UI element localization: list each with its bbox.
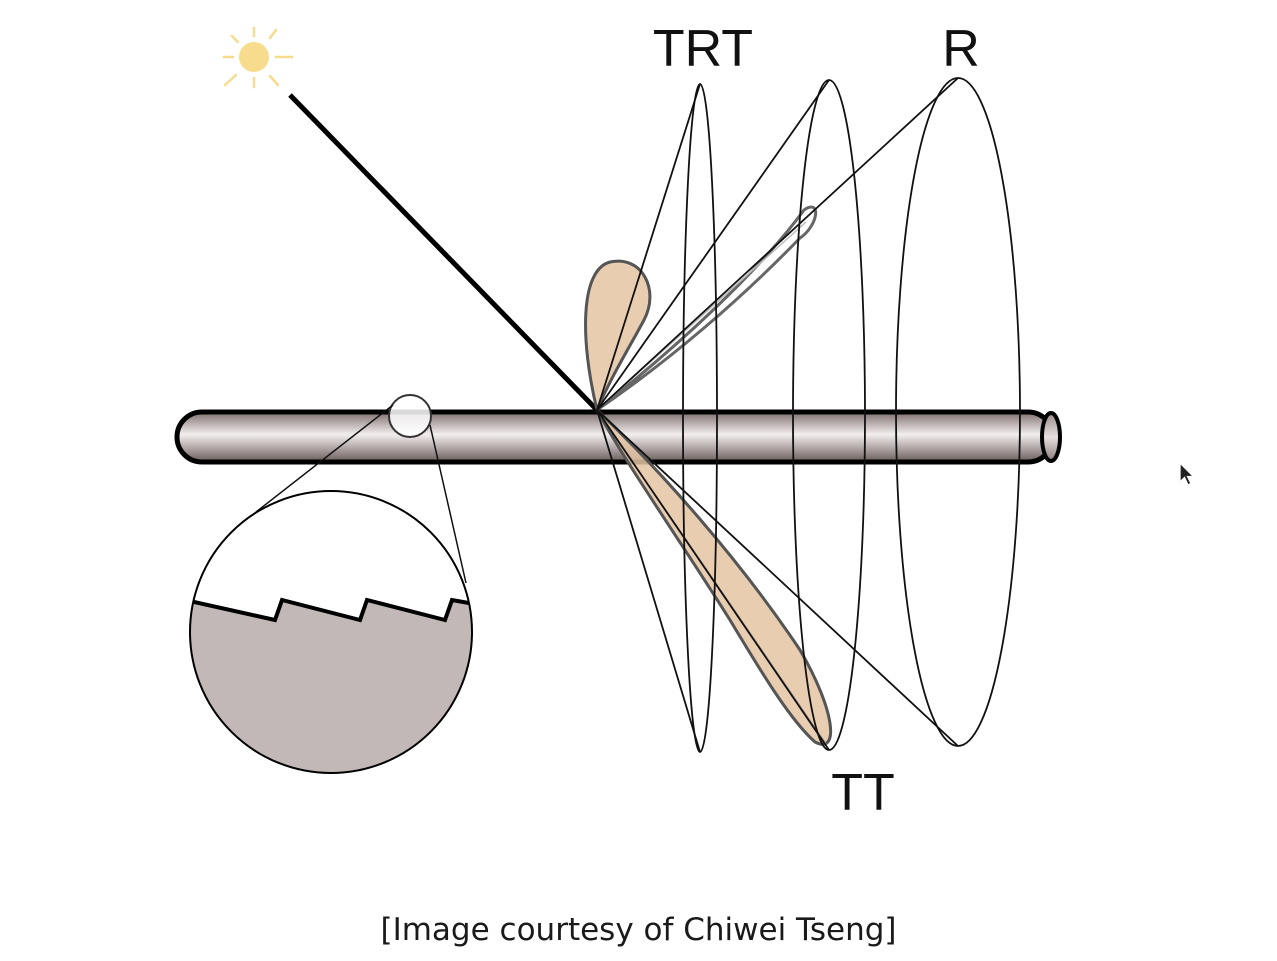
sun-icon bbox=[222, 26, 294, 89]
cuticle-magnifier bbox=[189, 490, 473, 774]
label-tt: TT bbox=[831, 764, 895, 822]
trt-lobe bbox=[584, 259, 652, 415]
label-r: R bbox=[942, 20, 980, 78]
tt-cone bbox=[596, 79, 866, 751]
magnifier-connectors bbox=[255, 404, 467, 584]
trt-cone bbox=[596, 83, 718, 753]
r-cone bbox=[596, 77, 1021, 747]
label-trt: TRT bbox=[653, 20, 753, 78]
r-lobe bbox=[596, 205, 818, 412]
image-caption: [Image courtesy of Chiwei Tseng] bbox=[380, 912, 897, 948]
incident-ray bbox=[288, 93, 599, 412]
tt-lobe bbox=[595, 408, 833, 746]
magnified-spot bbox=[388, 394, 432, 438]
mouse-cursor-icon bbox=[1179, 462, 1195, 486]
